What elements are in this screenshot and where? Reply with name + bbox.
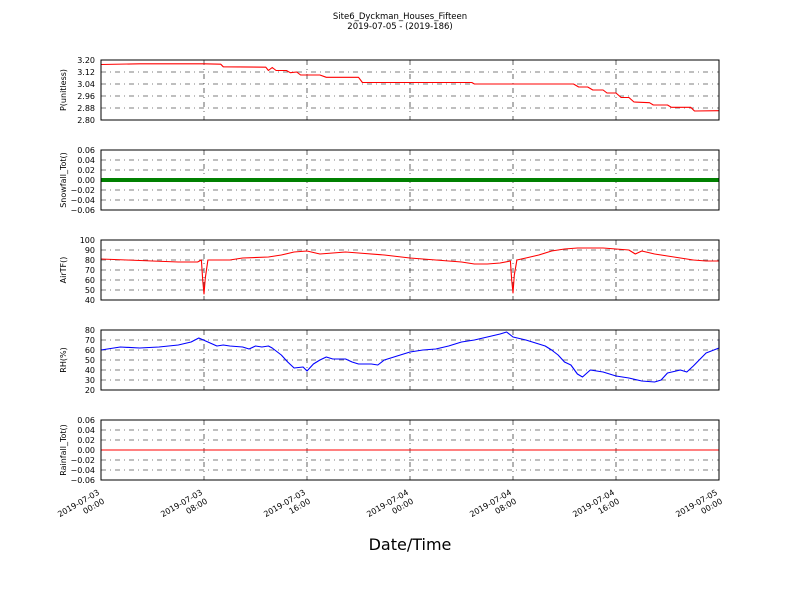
y-tick-label: 0.00 (77, 176, 95, 185)
y-tick-label: 90 (85, 246, 95, 255)
y-tick-label: 60 (85, 346, 95, 355)
y-tick-label: 100 (80, 236, 95, 245)
y-tick-label: 40 (85, 366, 95, 375)
panel-2: 0.060.040.020.00−0.02−0.04−0.06Snowfall_… (59, 146, 720, 215)
chart-subtitle: 2019-07-05 - (2019-186) (347, 22, 452, 32)
y-tick-label: 0.00 (77, 446, 95, 455)
chart-title: Site6_Dyckman_Houses_Fifteen (333, 12, 467, 22)
plot-frame (100, 149, 720, 211)
y-tick-label: 30 (85, 376, 95, 385)
series-line (100, 247, 719, 295)
y-tick-label: 80 (85, 326, 95, 335)
y-tick-label: 20 (85, 386, 95, 395)
y-tick-label: 70 (85, 336, 95, 345)
y-tick-label: 70 (85, 266, 95, 275)
y-tick-label: 50 (85, 286, 95, 295)
y-tick-label: 0.02 (77, 166, 95, 175)
y-tick-label: 60 (85, 276, 95, 285)
panel-5: 0.060.040.020.00−0.02−0.04−0.06Rainfall_… (59, 416, 720, 485)
y-tick-label: 40 (85, 296, 95, 305)
y-tick-label: 2.88 (77, 104, 95, 113)
series-line (100, 331, 720, 383)
y-axis-label: Rainfall_Tot() (59, 424, 68, 476)
y-tick-label: 80 (85, 256, 95, 265)
y-tick-label: −0.02 (70, 456, 95, 465)
plot-frame (100, 239, 720, 301)
y-axis-label: AirTF() (59, 257, 68, 284)
y-axis-label: P(unitless) (59, 69, 68, 111)
y-tick-label: 0.04 (77, 156, 95, 165)
plot-frame (100, 419, 720, 481)
panel-1: 3.20 3.12 3.04 2.96 2.88 2.80 P(unitless) (59, 56, 720, 125)
y-tick-label: 3.04 (77, 80, 95, 89)
series-line (100, 63, 720, 112)
y-tick-label: 2.96 (77, 92, 95, 101)
y-tick-label: 50 (85, 356, 95, 365)
y-tick-label: 2.80 (77, 116, 95, 125)
plot-frame (100, 329, 720, 391)
y-tick-label: 0.06 (77, 416, 95, 425)
x-axis-label: Date/Time (369, 535, 452, 554)
y-tick-label: 3.12 (77, 68, 95, 77)
y-tick-label: −0.04 (70, 466, 95, 475)
y-tick-label: −0.06 (70, 206, 95, 215)
y-tick-label: 0.06 (77, 146, 95, 155)
y-tick-label: −0.04 (70, 196, 95, 205)
panels: 3.203.123.042.962.882.80P(unitless)0.060… (59, 56, 720, 485)
y-axis-label: Snowfall_Tot() (59, 152, 68, 208)
plot-frame (100, 59, 720, 121)
y-tick-label: −0.06 (70, 476, 95, 485)
y-tick-label: 0.04 (77, 426, 95, 435)
y-tick-label: 3.20 (77, 56, 95, 65)
y-axis-label: RH(%) (59, 347, 68, 372)
y-tick-label: −0.02 (70, 186, 95, 195)
y-tick-label: 0.02 (77, 436, 95, 445)
